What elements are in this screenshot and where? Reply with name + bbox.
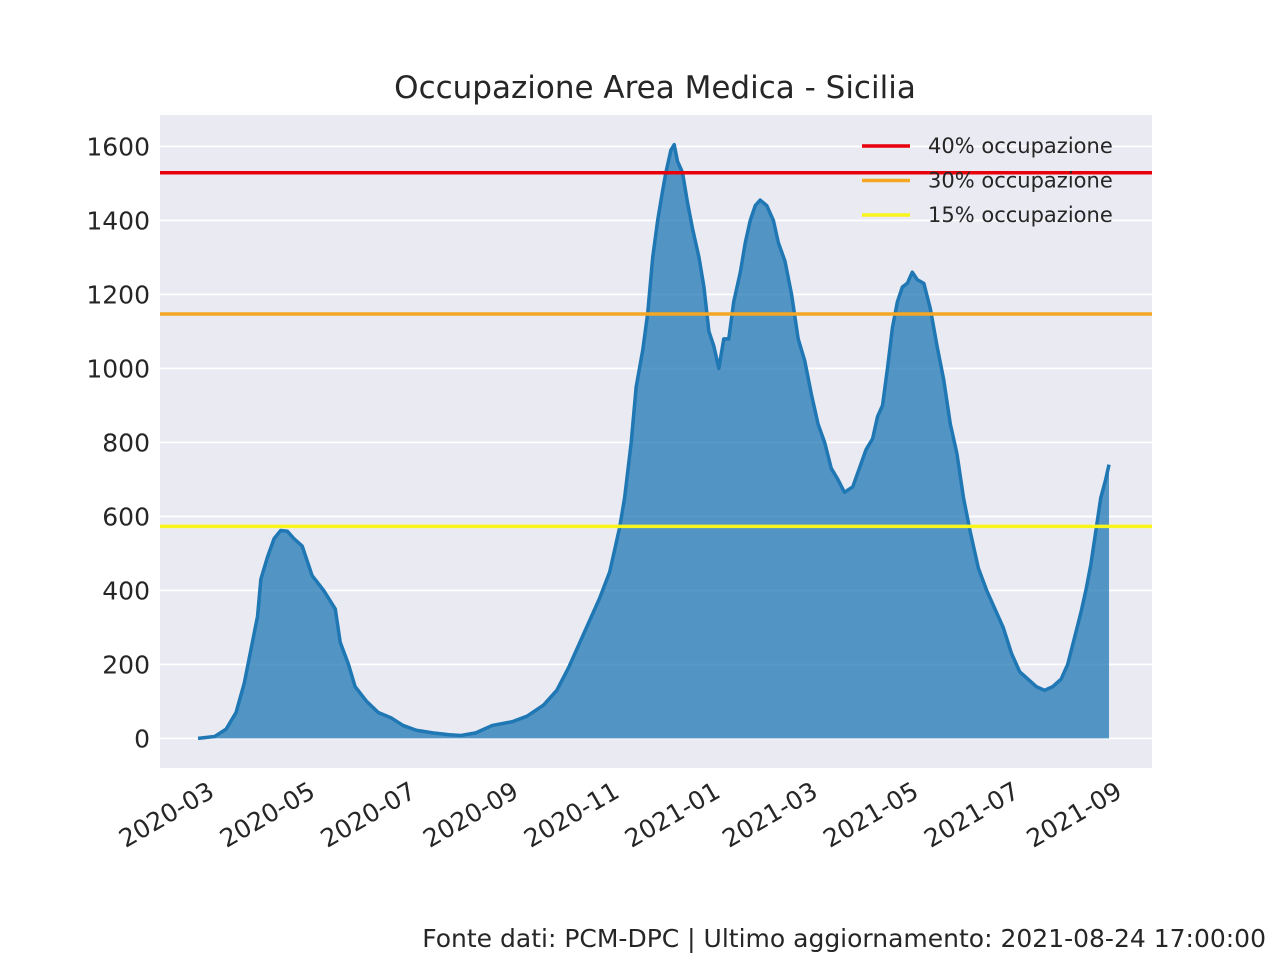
- y-tick-label: 1000: [86, 354, 150, 383]
- x-tick-label: 2020-03: [114, 776, 219, 853]
- y-tick-label: 200: [102, 650, 150, 679]
- x-tick-label: 2020-09: [418, 776, 523, 853]
- y-axis-ticks: 0 200 400 600 800 1000 1200 1400 1600: [86, 132, 150, 753]
- data-source-footer: Fonte dati: PCM-DPC | Ultimo aggiornamen…: [422, 924, 1266, 953]
- y-tick-label: 600: [102, 502, 150, 531]
- x-tick-label: 2021-01: [620, 776, 725, 853]
- y-tick-label: 1600: [86, 132, 150, 161]
- y-tick-label: 1400: [86, 206, 150, 235]
- x-tick-label: 2021-05: [818, 776, 923, 853]
- y-tick-label: 1200: [86, 280, 150, 309]
- y-tick-label: 400: [102, 576, 150, 605]
- legend-label: 15% occupazione: [928, 203, 1113, 227]
- x-tick-label: 2021-07: [919, 776, 1024, 853]
- x-axis-ticks: 2020-032020-052020-072020-092020-112021-…: [114, 776, 1127, 853]
- x-tick-label: 2020-11: [519, 776, 624, 853]
- area-fill: [198, 144, 1110, 739]
- threshold-lines: [160, 170, 1152, 529]
- legend: 40% occupazione 30% occupazione 15% occupa…: [862, 134, 1113, 227]
- y-tick-label: 800: [102, 428, 150, 457]
- x-tick-label: 2021-09: [1022, 776, 1127, 853]
- y-tick-label: 0: [134, 724, 150, 753]
- chart-title: Occupazione Area Medica - Sicilia: [394, 70, 916, 106]
- x-tick-label: 2020-05: [215, 776, 320, 853]
- x-tick-label: 2020-07: [316, 776, 421, 853]
- legend-label: 40% occupazione: [928, 134, 1113, 158]
- legend-label: 30% occupazione: [928, 169, 1113, 193]
- x-tick-label: 2021-03: [717, 776, 822, 853]
